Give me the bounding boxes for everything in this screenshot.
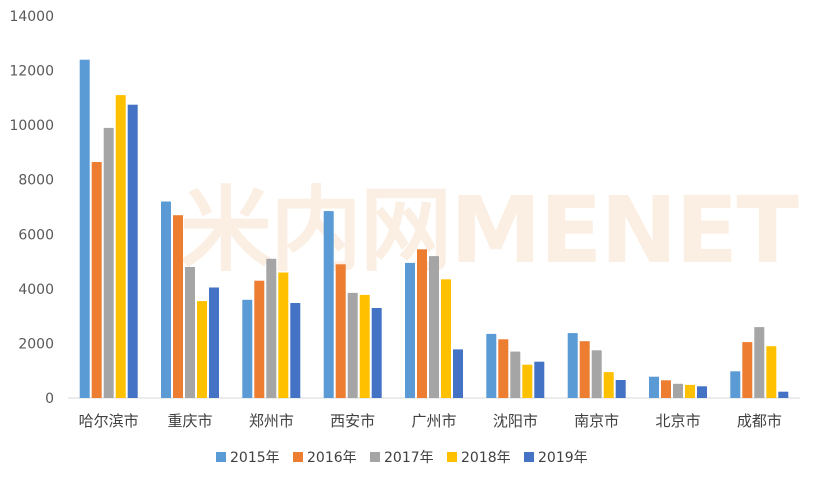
bar-2015年: [242, 299, 253, 398]
bar-2018年: [685, 384, 695, 398]
x-tick-label: 北京市: [655, 412, 700, 430]
legend-entry: 2018年: [461, 450, 511, 466]
bar-2018年: [278, 272, 289, 398]
bar-2017年: [185, 267, 195, 398]
bar-2017年: [429, 256, 439, 398]
legend-entry: 2019年: [538, 450, 588, 466]
bar-2019年: [371, 308, 382, 398]
bar-2019年: [453, 349, 463, 398]
bar-2016年: [498, 339, 509, 398]
bar-2019年: [534, 361, 545, 398]
y-tick-label: 12000: [9, 64, 54, 80]
bar-2018年: [603, 372, 614, 398]
x-tick-label: 南京市: [574, 412, 619, 430]
x-tick-label: 哈尔滨市: [79, 412, 139, 430]
y-axis: 0 2000 4000 6000 8000 10000 12000 14000: [9, 9, 54, 407]
bar-2019年: [778, 391, 789, 398]
watermark: 米内网MENET: [180, 177, 799, 284]
bar-2016年: [173, 215, 183, 398]
bar-2019年: [615, 380, 626, 398]
legend-swatch: [447, 452, 457, 462]
y-tick-label: 8000: [18, 173, 54, 189]
bar-2018年: [197, 301, 207, 398]
bar-2015年: [161, 201, 171, 398]
bar-2017年: [673, 383, 683, 398]
y-tick-label: 14000: [9, 9, 54, 25]
bar-2018年: [115, 95, 126, 398]
bar-2019年: [290, 303, 301, 398]
bar-2017年: [103, 127, 114, 399]
legend-swatch: [216, 452, 226, 462]
bar-2019年: [209, 287, 219, 398]
bar-2019年: [697, 386, 707, 398]
bars: [79, 59, 789, 399]
legend: 2015年 2016年 2017年 2018年 2019年: [216, 450, 588, 466]
legend-entry: 2016年: [307, 450, 357, 466]
bar-2017年: [266, 258, 277, 398]
bar-2015年: [486, 333, 497, 398]
bar-2016年: [579, 341, 590, 398]
x-axis: 哈尔滨市 重庆市 郑州市 西安市 广州市 沈阳市 南京市 北京市 成都市: [79, 412, 782, 430]
bar-2017年: [347, 292, 358, 398]
bar-2015年: [730, 371, 741, 398]
bar-2016年: [661, 380, 671, 398]
legend-swatch: [370, 452, 380, 462]
y-tick-label: 6000: [18, 227, 54, 243]
y-tick-label: 0: [45, 391, 54, 407]
bar-2015年: [79, 59, 90, 398]
bar-2017年: [754, 327, 765, 398]
y-tick-label: 10000: [9, 118, 54, 134]
bar-2015年: [323, 211, 334, 398]
legend-entry: 2015年: [230, 450, 280, 466]
bar-2017年: [591, 350, 602, 399]
bar-2015年: [567, 333, 578, 398]
bar-2016年: [335, 264, 346, 398]
legend-swatch: [524, 452, 534, 462]
bar-2015年: [649, 376, 659, 398]
y-tick-label: 2000: [18, 336, 54, 352]
bar-2018年: [766, 346, 777, 398]
x-tick-label: 重庆市: [167, 412, 212, 430]
x-tick-label: 西安市: [330, 412, 375, 430]
bar-2017年: [510, 351, 521, 398]
bar-2018年: [441, 279, 451, 398]
bar-2016年: [742, 342, 753, 398]
bar-2016年: [91, 162, 102, 398]
x-tick-label: 郑州市: [249, 412, 294, 430]
y-tick-label: 4000: [18, 282, 54, 298]
bar-2015年: [405, 262, 415, 398]
x-tick-label: 成都市: [737, 412, 782, 430]
bar-2016年: [417, 249, 427, 398]
x-tick-label: 沈阳市: [493, 412, 538, 430]
bar-2019年: [127, 104, 138, 398]
bar-2018年: [522, 364, 533, 398]
bar-2018年: [359, 294, 370, 398]
bar-2016年: [254, 280, 265, 398]
x-tick-label: 广州市: [411, 412, 456, 430]
legend-entry: 2017年: [384, 450, 434, 466]
legend-swatch: [293, 452, 303, 462]
